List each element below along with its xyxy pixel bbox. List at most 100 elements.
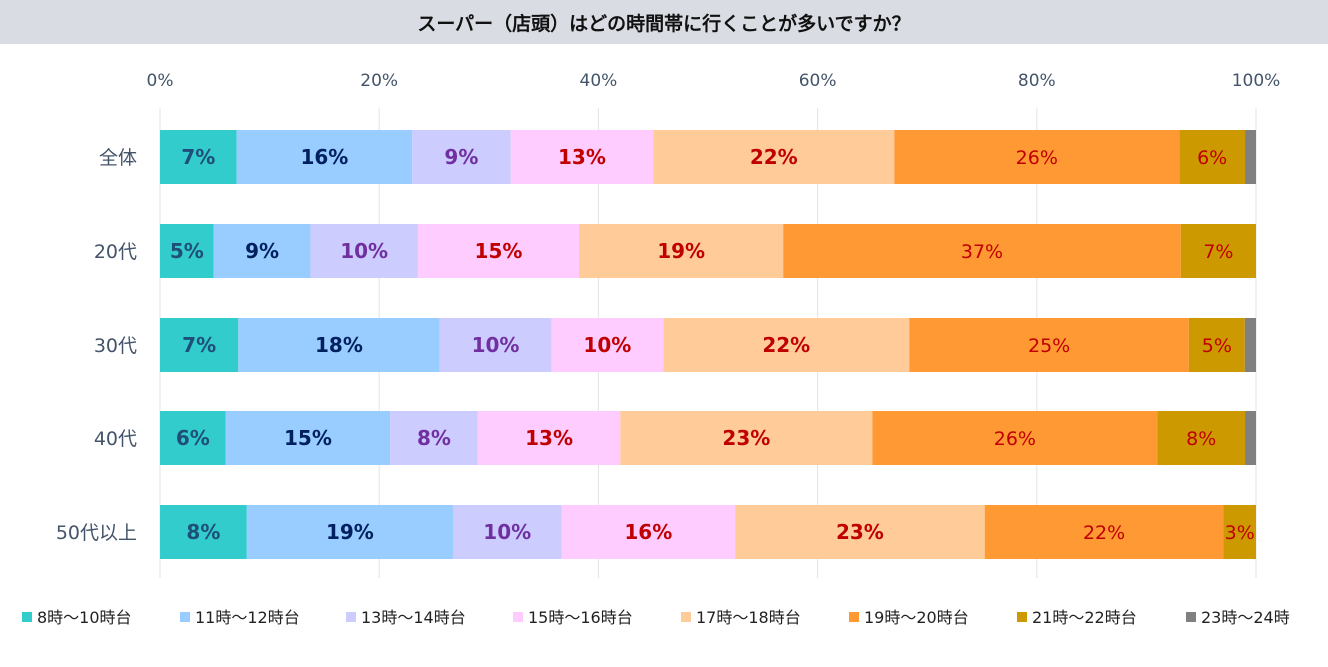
legend-label: 15時～16時台 bbox=[528, 608, 633, 627]
bar-segment bbox=[246, 505, 453, 559]
data-label: 3% bbox=[1225, 522, 1255, 544]
bar-segment bbox=[160, 224, 214, 278]
legend-swatch bbox=[1186, 612, 1196, 622]
bar-segment bbox=[1157, 411, 1246, 465]
bar-segment bbox=[238, 318, 440, 372]
bar-segment bbox=[551, 318, 664, 372]
data-label: 10% bbox=[472, 333, 520, 357]
data-label: 23% bbox=[722, 426, 770, 450]
legend-label: 23時～24時 bbox=[1201, 608, 1290, 627]
x-tick-label: 0% bbox=[147, 71, 174, 91]
data-label: 7% bbox=[181, 145, 215, 169]
x-tick-label: 80% bbox=[1018, 71, 1056, 91]
bar-segment bbox=[225, 411, 391, 465]
data-label: 10% bbox=[340, 239, 388, 263]
data-label: 16% bbox=[624, 520, 672, 544]
bar-segment bbox=[213, 224, 311, 278]
legend-swatch bbox=[180, 612, 190, 622]
bar-segment bbox=[579, 224, 784, 278]
bar-segment bbox=[510, 130, 654, 184]
x-tick-label: 60% bbox=[799, 71, 837, 91]
bar-segment bbox=[390, 411, 478, 465]
legend-swatch bbox=[346, 612, 356, 622]
bar-segment bbox=[160, 505, 247, 559]
bar-segment bbox=[1180, 224, 1256, 278]
bar-segment bbox=[1245, 411, 1256, 465]
data-label: 15% bbox=[284, 426, 332, 450]
bar-segment bbox=[1179, 130, 1246, 184]
bar-segment bbox=[872, 411, 1158, 465]
data-label: 22% bbox=[1083, 522, 1125, 544]
legend-swatch bbox=[681, 612, 691, 622]
data-label: 7% bbox=[1203, 241, 1233, 263]
legend-label: 17時～18時台 bbox=[696, 608, 801, 627]
bar-segment bbox=[439, 318, 552, 372]
data-label: 13% bbox=[558, 145, 606, 169]
category-label: 40代 bbox=[94, 428, 137, 450]
data-label: 6% bbox=[176, 426, 210, 450]
category-label: 30代 bbox=[94, 335, 137, 357]
legend-label: 11時～12時台 bbox=[195, 608, 300, 627]
data-label: 26% bbox=[994, 428, 1036, 450]
bar-segment bbox=[160, 411, 226, 465]
legend-label: 13時～14時台 bbox=[361, 608, 466, 627]
category-label: 50代以上 bbox=[56, 522, 137, 544]
data-label: 5% bbox=[170, 239, 204, 263]
bar-segment bbox=[620, 411, 873, 465]
data-label: 19% bbox=[657, 239, 705, 263]
bar-segment bbox=[735, 505, 985, 559]
legend-swatch bbox=[22, 612, 32, 622]
data-label: 23% bbox=[836, 520, 884, 544]
data-label: 13% bbox=[525, 426, 573, 450]
data-label: 19% bbox=[326, 520, 374, 544]
data-label: 15% bbox=[475, 239, 523, 263]
data-label: 5% bbox=[1202, 335, 1232, 357]
legend-label: 21時～22時台 bbox=[1032, 608, 1137, 627]
bar-segment bbox=[561, 505, 736, 559]
chart-title: スーパー（店頭）はどの時間帯に行くことが多いですか？ bbox=[0, 0, 1328, 44]
data-label: 16% bbox=[300, 145, 348, 169]
data-label: 37% bbox=[961, 241, 1003, 263]
bar-segment bbox=[1245, 130, 1256, 184]
data-label: 8% bbox=[1186, 428, 1216, 450]
legend-label: 19時～20時台 bbox=[864, 608, 969, 627]
bar-segment bbox=[894, 130, 1180, 184]
bar-segment bbox=[236, 130, 413, 184]
data-label: 6% bbox=[1197, 147, 1227, 169]
data-label: 8% bbox=[186, 520, 220, 544]
bar-segment bbox=[412, 130, 511, 184]
data-label: 10% bbox=[483, 520, 531, 544]
legend-swatch bbox=[1017, 612, 1027, 622]
legend-label: 8時～10時台 bbox=[37, 608, 132, 627]
data-label: 22% bbox=[750, 145, 798, 169]
x-tick-label: 20% bbox=[360, 71, 398, 91]
bar-segment bbox=[160, 130, 237, 184]
bar-segment bbox=[310, 224, 418, 278]
data-label: 22% bbox=[762, 333, 810, 357]
category-label: 20代 bbox=[94, 241, 137, 263]
bar-segment bbox=[452, 505, 562, 559]
x-tick-label: 100% bbox=[1232, 71, 1281, 91]
bar-segment bbox=[477, 411, 621, 465]
data-label: 8% bbox=[417, 426, 451, 450]
bar-segment bbox=[1188, 318, 1245, 372]
bar-segment bbox=[160, 318, 239, 372]
bar-segment bbox=[783, 224, 1181, 278]
data-label: 9% bbox=[245, 239, 279, 263]
bar-segment bbox=[653, 130, 895, 184]
data-label: 7% bbox=[182, 333, 216, 357]
bar-segment bbox=[663, 318, 910, 372]
bar-segment bbox=[417, 224, 580, 278]
data-label: 18% bbox=[315, 333, 363, 357]
category-label: 全体 bbox=[99, 147, 137, 169]
bar-segment bbox=[909, 318, 1189, 372]
data-label: 25% bbox=[1028, 335, 1070, 357]
bar-segment bbox=[1244, 318, 1256, 372]
x-tick-label: 40% bbox=[580, 71, 618, 91]
legend-swatch bbox=[849, 612, 859, 622]
data-label: 9% bbox=[444, 145, 478, 169]
legend-swatch bbox=[513, 612, 523, 622]
data-label: 10% bbox=[583, 333, 631, 357]
